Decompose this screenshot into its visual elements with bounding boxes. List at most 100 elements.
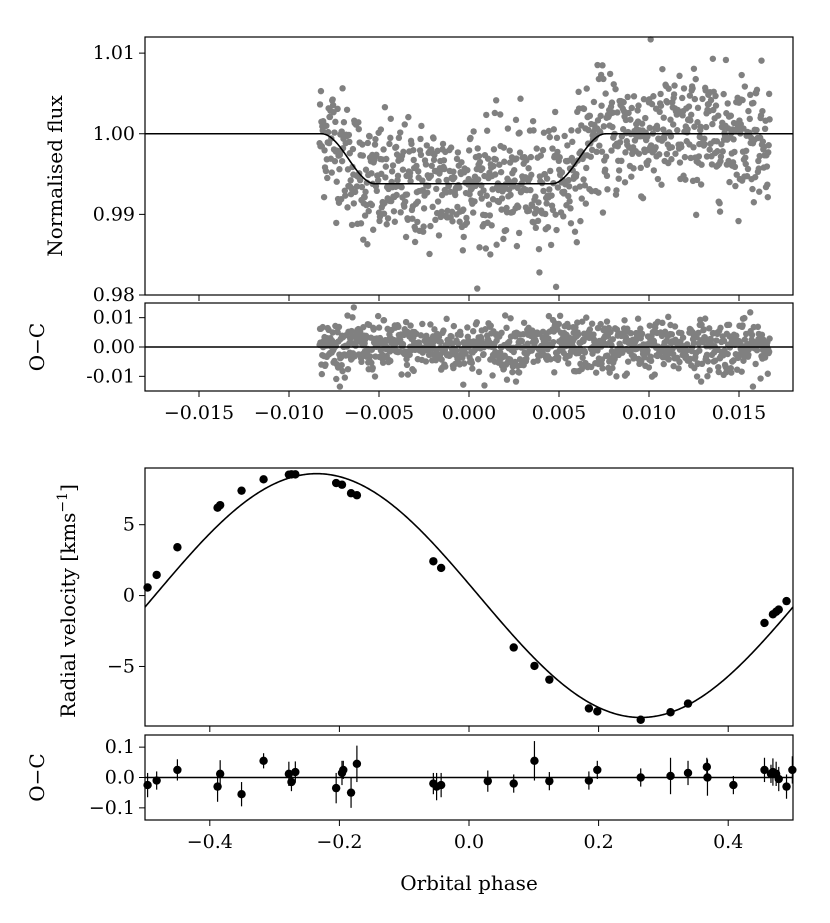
lightcurve-point — [718, 141, 725, 148]
lightcurve-residual-point — [623, 370, 631, 377]
lightcurve-residual-point — [675, 365, 682, 372]
lightcurve-residual-point — [706, 367, 713, 374]
lightcurve-point — [566, 198, 573, 205]
lightcurve-point — [451, 191, 459, 199]
lightcurve-residual-point — [518, 337, 526, 345]
lightcurve-point — [513, 155, 520, 162]
lightcurve-residual-point — [580, 337, 587, 345]
lightcurve-point — [573, 170, 580, 178]
lightcurve-point — [577, 217, 584, 225]
lightcurve-point — [690, 65, 698, 72]
lightcurve-point — [630, 93, 638, 100]
lightcurve-point — [546, 186, 553, 193]
lightcurve-point — [590, 98, 598, 106]
lightcurve-point — [463, 214, 470, 222]
lightcurve-point — [680, 85, 688, 92]
lightcurve-point — [500, 235, 507, 243]
lightcurve-point — [565, 176, 572, 184]
lightcurve-point — [585, 126, 592, 134]
lightcurve-point — [407, 177, 414, 185]
lightcurve-residual-point — [627, 330, 635, 337]
lightcurve-point — [678, 143, 685, 151]
lightcurve-point — [586, 112, 594, 120]
lightcurve-point — [456, 184, 463, 191]
lightcurve-residual-point — [693, 373, 701, 380]
lightcurve-residual-point — [704, 373, 711, 380]
rv-point — [436, 563, 446, 573]
rv-ylabel-sup: −1 — [55, 492, 71, 513]
lightcurve-residual-point — [741, 314, 748, 322]
lightcurve-point — [432, 216, 439, 224]
lightcurve-point — [532, 224, 540, 232]
lightcurve-point — [693, 176, 701, 184]
lightcurve-residual-point — [565, 360, 572, 367]
lightcurve-point — [423, 142, 431, 149]
lightcurve-point — [533, 145, 540, 152]
lightcurve-residual-point — [360, 324, 367, 331]
lightcurve-point — [648, 100, 656, 108]
lightcurve-point — [554, 184, 562, 191]
lightcurve-point — [744, 165, 752, 173]
lightcurve-point — [580, 176, 587, 183]
rv-residual-point — [530, 756, 539, 765]
lightcurve-residual-point — [399, 340, 407, 348]
lightcurve-residual-panel: -0.01 0.00 0.01 −0.015 −0.010 −0.005 0.000 0.00… — [25, 302, 794, 424]
lightcurve-point — [484, 155, 492, 162]
lightcurve-residual-point — [419, 320, 426, 328]
lightcurve-residual-point — [450, 322, 458, 330]
lightcurve-point — [657, 102, 665, 109]
lightcurve-residual-point — [480, 350, 487, 358]
lightcurve-point — [687, 117, 694, 124]
lightcurve-residual-point — [464, 324, 471, 331]
lightcurve-point — [362, 188, 369, 196]
lightcurve-point — [393, 191, 400, 199]
lightcurve-residual-point — [725, 321, 733, 329]
lightcurve-residual-point — [422, 358, 430, 365]
lightcurve-residual-point — [745, 351, 752, 358]
lightcurve-point — [676, 159, 684, 166]
lightcurve-residual-point — [723, 368, 730, 376]
lightcurve-residual-point — [503, 324, 510, 332]
lightcurve-point — [755, 157, 762, 165]
lightcurve-residual-point — [547, 356, 554, 363]
lightcurve-point — [674, 127, 681, 134]
rv-point — [152, 570, 161, 580]
lightcurve-residual-point — [555, 354, 562, 361]
lightcurve-point — [731, 148, 738, 156]
lightcurve-point — [635, 150, 643, 157]
lightcurve-point — [615, 175, 622, 182]
rv-residual-point — [702, 762, 712, 772]
lightcurve-point — [731, 163, 739, 170]
lightcurve-point — [670, 91, 678, 98]
rv-residual-point — [788, 765, 797, 775]
lightcurve-point — [410, 146, 417, 154]
lightcurve-point — [517, 95, 524, 102]
lightcurve-residual-point — [586, 326, 594, 333]
lightcurve-point — [373, 151, 380, 158]
lightcurve-point — [627, 116, 634, 123]
lightcurve-residual-point — [370, 326, 377, 333]
lightcurve-point — [486, 212, 494, 219]
lightcurve-residual-point — [665, 356, 672, 363]
lightcurve-point — [389, 162, 397, 169]
lightcurve-point — [501, 158, 508, 165]
lightcurve-point — [483, 111, 490, 119]
lightcurve-residual-point — [703, 351, 711, 359]
lightcurve-point — [493, 241, 500, 248]
lightcurve-residual-point — [749, 383, 757, 390]
lightcurve-point — [537, 152, 544, 159]
lightcurve-point — [397, 209, 404, 216]
lightcurve-residual-point — [607, 328, 614, 336]
lightcurve-point — [637, 164, 644, 172]
lightcurve-point — [624, 93, 631, 101]
lightcurve-point — [642, 114, 649, 122]
rv-residual-point — [339, 765, 348, 775]
lightcurve-point — [564, 142, 571, 149]
lightcurve-point — [618, 157, 625, 165]
rv-point — [760, 618, 769, 628]
lightcurve-residual-point — [468, 359, 476, 367]
lightcurve-residual-point — [473, 319, 481, 326]
lightcurve-point — [695, 153, 703, 160]
lightcurve-point — [350, 200, 358, 207]
lightcurve-point — [488, 222, 495, 229]
